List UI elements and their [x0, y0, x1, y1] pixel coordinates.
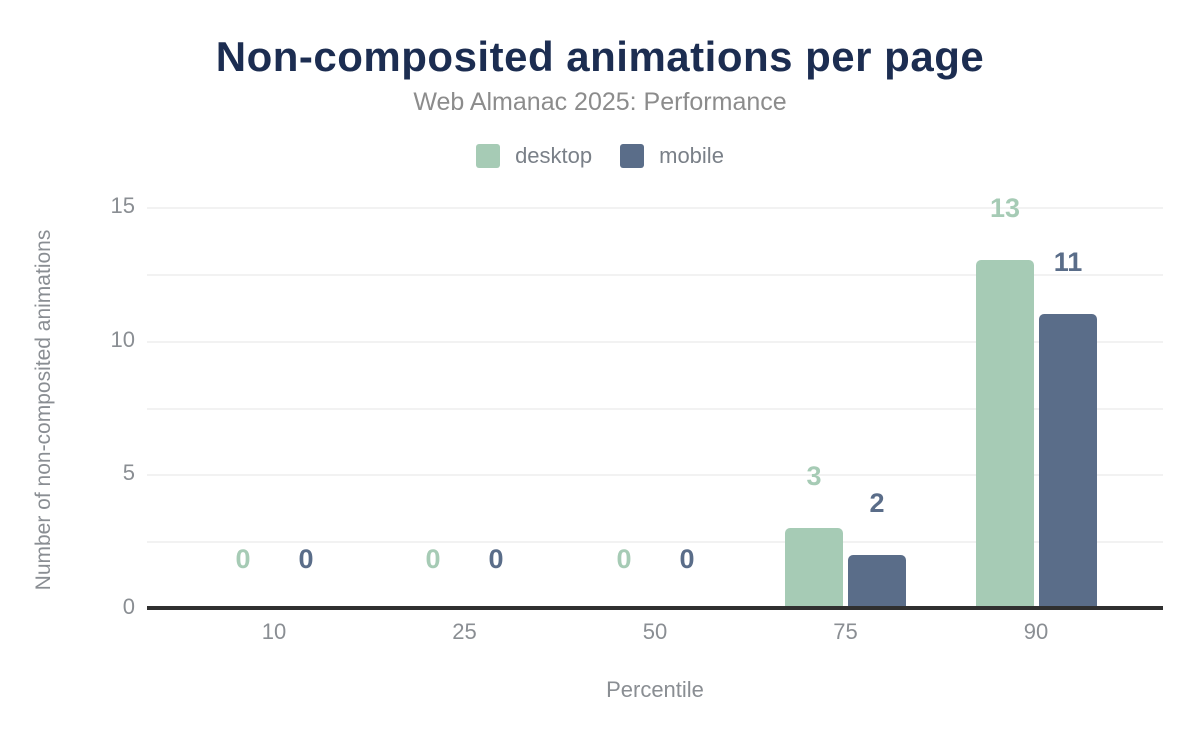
value-label-desktop-p90: 13 [989, 193, 1021, 223]
x-tick-label: 10 [261, 619, 287, 644]
bar-desktop-p75[interactable] [785, 528, 843, 608]
chart-subtitle: Web Almanac 2025: Performance [413, 88, 787, 116]
gridline [147, 274, 1163, 276]
desktop-legend-swatch-icon [476, 144, 501, 168]
value-label-desktop-p25: 0 [425, 544, 441, 574]
x-axis-line [147, 606, 1163, 610]
value-label-mobile-p50: 0 [679, 544, 695, 574]
value-label-desktop-p50: 0 [616, 544, 632, 574]
value-label-mobile-p25: 0 [488, 544, 504, 574]
value-label-desktop-p75: 3 [806, 461, 822, 491]
value-label-mobile-p10: 0 [298, 544, 314, 574]
value-label-desktop-p10: 0 [235, 544, 251, 574]
gridline [147, 408, 1163, 410]
x-tick-label: 75 [833, 619, 858, 644]
chart-title: Non-composited animations per page [215, 33, 985, 80]
y-tick-label: 5 [122, 460, 135, 485]
y-axis-title: Number of non-composited animations [32, 229, 55, 591]
y-tick-label: 10 [110, 327, 135, 352]
x-axis-title: Percentile [606, 677, 704, 702]
gridline [147, 207, 1163, 209]
legend-item-desktop[interactable]: desktop [476, 143, 592, 169]
bar-mobile-p90[interactable] [1039, 314, 1097, 608]
legend: desktop mobile [0, 141, 1200, 171]
legend-item-mobile[interactable]: mobile [620, 143, 724, 169]
gridline [147, 541, 1163, 543]
y-tick-label: 0 [122, 594, 135, 619]
bar-desktop-p90[interactable] [976, 260, 1034, 608]
value-label-mobile-p75: 2 [869, 488, 885, 518]
gridline [147, 341, 1163, 343]
y-tick-label: 15 [110, 193, 135, 218]
bar-mobile-p75[interactable] [848, 555, 906, 608]
value-label-mobile-p90: 11 [1053, 247, 1083, 277]
x-tick-label: 25 [452, 619, 477, 644]
x-tick-label: 50 [642, 619, 668, 644]
mobile-legend-swatch-icon [620, 144, 645, 168]
gridline [147, 474, 1163, 476]
x-tick-label: 90 [1023, 619, 1049, 644]
legend-label-mobile: mobile [659, 143, 724, 168]
legend-label-desktop: desktop [515, 143, 593, 168]
